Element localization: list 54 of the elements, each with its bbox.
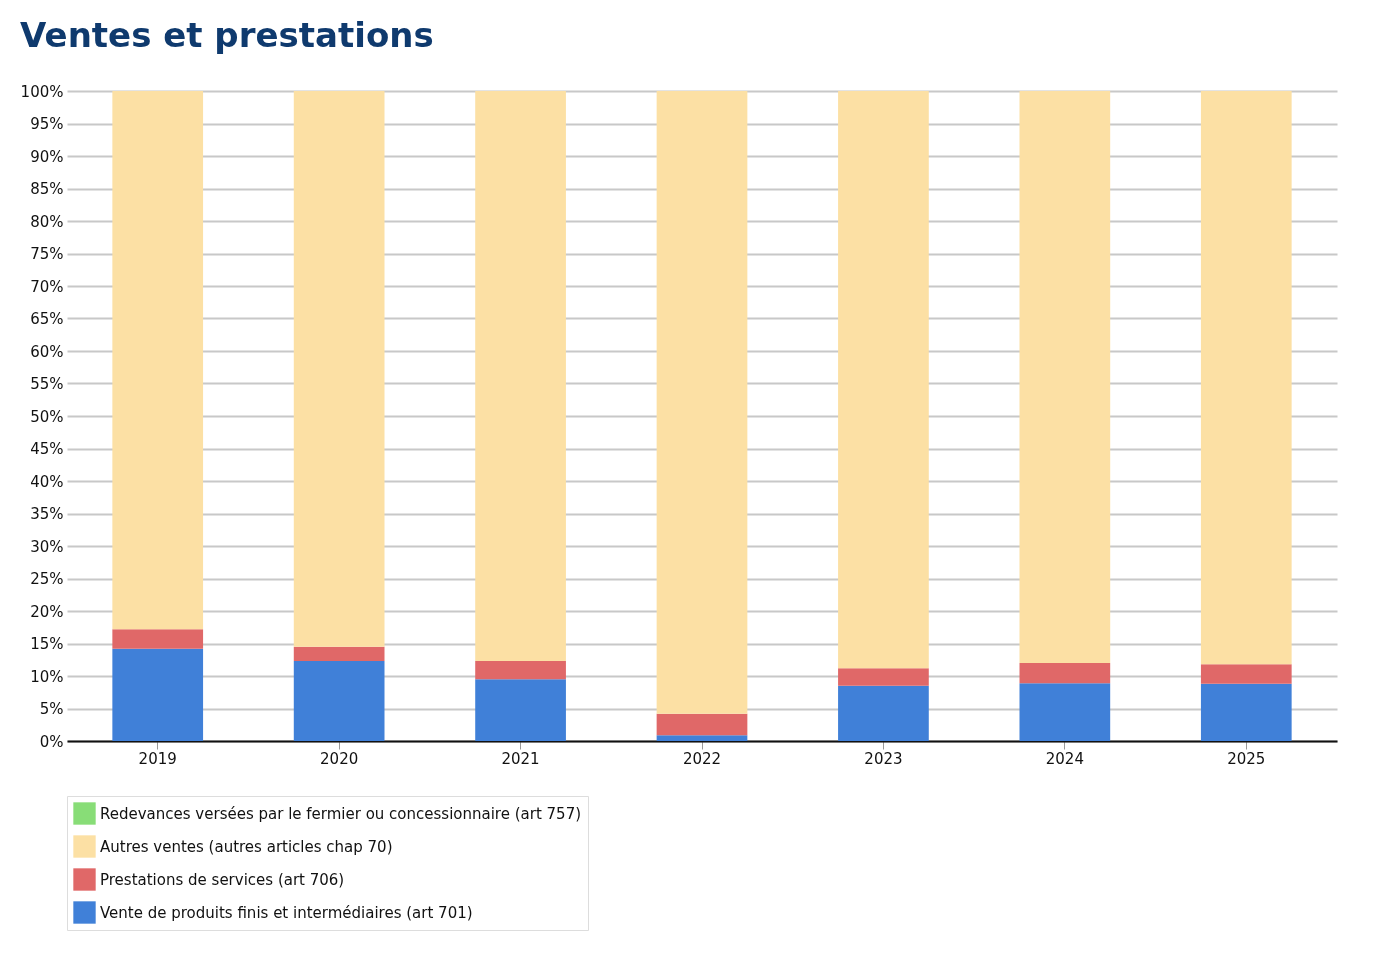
- x-tick-label: 2021: [501, 749, 540, 768]
- bar: [293, 91, 385, 647]
- x-tick-label: 2024: [1045, 749, 1084, 768]
- y-tick-label: 5%: [39, 700, 64, 718]
- y-tick-label: 95%: [30, 115, 64, 133]
- y-tick-label: 90%: [30, 147, 64, 166]
- bar: [656, 713, 748, 736]
- bar: [1200, 683, 1292, 741]
- legend-label: Redevances versées par le fermier ou concessionnaire (art 757): [100, 804, 582, 823]
- y-tick-label: 0%: [39, 732, 64, 751]
- y-tick-label: 10%: [30, 667, 64, 686]
- y-tick-label: 55%: [30, 375, 64, 393]
- y-tick-label: 100%: [20, 82, 64, 101]
- bar: [1200, 91, 1292, 665]
- bar: [112, 648, 204, 741]
- bar: [475, 679, 566, 741]
- bar: [838, 668, 929, 686]
- y-tick-label: 15%: [30, 635, 64, 653]
- x-tick-label: 2025: [1227, 749, 1266, 768]
- x-tick-label: 2019: [138, 749, 177, 768]
- y-tick-label: 70%: [30, 277, 64, 296]
- y-tick-label: 75%: [30, 245, 64, 263]
- x-tick-label: 2022: [682, 749, 722, 768]
- bar: [656, 735, 748, 741]
- y-tick-label: 20%: [30, 602, 64, 621]
- bar: [475, 661, 566, 680]
- bar: [475, 91, 566, 662]
- bar: [1019, 683, 1111, 741]
- x-tick-label: 2020: [320, 749, 359, 768]
- y-tick-label: 65%: [30, 310, 64, 328]
- bar: [656, 91, 748, 714]
- y-tick-label: 85%: [30, 180, 64, 198]
- x-tick-label: 2023: [864, 749, 903, 768]
- bar: [838, 91, 929, 669]
- legend-label: Prestations de services (art 706): [100, 870, 345, 889]
- bar: [838, 685, 929, 741]
- legend-label: Vente de produits finis et intermédiaires (art 701): [100, 903, 473, 922]
- y-tick-label: 40%: [30, 472, 64, 491]
- bar: [293, 646, 385, 662]
- bar: [1200, 664, 1292, 684]
- bar: [112, 629, 204, 649]
- y-tick-label: 80%: [30, 212, 64, 231]
- y-tick-label: 30%: [30, 537, 64, 556]
- bar: [1019, 663, 1111, 684]
- bar: [293, 661, 385, 741]
- y-tick-label: 45%: [30, 440, 64, 458]
- legend-label: Autres ventes (autres articles chap 70): [100, 837, 393, 856]
- y-tick-label: 50%: [30, 407, 64, 426]
- bar: [112, 91, 204, 630]
- bar: [1019, 91, 1111, 663]
- y-tick-label: 35%: [30, 505, 64, 523]
- y-tick-label: 60%: [30, 342, 64, 361]
- chart-title: Ventes et prestations: [20, 15, 434, 55]
- y-tick-label: 25%: [30, 570, 64, 588]
